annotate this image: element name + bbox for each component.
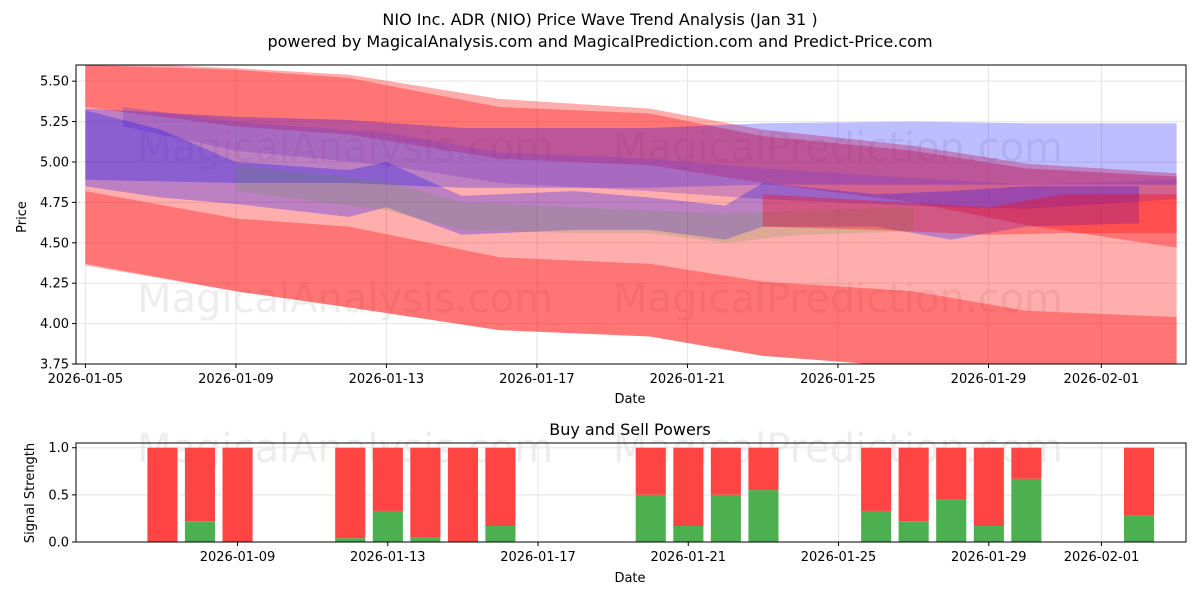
- x-tick-label: 2026-01-29: [951, 372, 1027, 387]
- sell-bar: [184, 447, 215, 522]
- sell-bar: [898, 447, 929, 522]
- buy-bar: [335, 538, 366, 542]
- y-tick-label: 1.0: [48, 441, 69, 456]
- signal-y-axis-label: Signal Strength: [23, 443, 38, 543]
- wave-band-4: [123, 107, 1177, 209]
- buy-bar: [973, 526, 1004, 542]
- buy-bar: [748, 490, 779, 542]
- signal-chart-panel: 2026-01-09 2026-01-13 2026-01-17 2026-01-21…: [48, 441, 1187, 565]
- sell-bar: [1011, 447, 1042, 479]
- sell-bar: [222, 447, 253, 542]
- sell-bar: [673, 447, 704, 526]
- x-tick-label: 2026-01-21: [651, 550, 727, 565]
- price-plot-frame: [75, 64, 1187, 365]
- x-tick-label: 2026-02-01: [1064, 372, 1140, 387]
- signal-x-ticks: 2026-01-09 2026-01-13 2026-01-17 2026-01-21…: [200, 542, 1140, 565]
- buy-sell-title: Buy and Sell Powers: [549, 420, 711, 439]
- wave-band-1: [85, 191, 1177, 364]
- wave-band-2: [85, 65, 1177, 248]
- sell-bar: [936, 447, 967, 500]
- y-tick-label: 4.50: [40, 236, 69, 251]
- x-tick-label: 2026-01-25: [800, 372, 876, 387]
- x-tick-label: 2026-01-17: [499, 372, 575, 387]
- watermark-text: MagicalAnalysis.com: [137, 125, 553, 171]
- buy-bar: [673, 526, 704, 542]
- signal-x-axis-label: Date: [614, 571, 645, 586]
- y-tick-label: 5.00: [40, 155, 69, 170]
- y-tick-label: 0.5: [48, 488, 69, 503]
- price-y-axis-label: Price: [15, 201, 30, 233]
- y-tick-label: 3.75: [40, 358, 69, 373]
- chart-title: NIO Inc. ADR (NIO) Price Wave Trend Anal…: [382, 10, 817, 29]
- price-chart-panel: 2026-01-05 2026-01-09 2026-01-13 2026-01-17…: [40, 64, 1187, 387]
- x-tick-label: 2026-01-05: [48, 372, 124, 387]
- price-x-ticks: 2026-01-05 2026-01-09 2026-01-13 2026-01-17…: [48, 364, 1139, 387]
- buy-bar: [410, 537, 441, 542]
- buy-bar: [710, 494, 741, 542]
- sell-bar: [710, 447, 741, 495]
- sell-bar: [485, 447, 516, 526]
- x-tick-label: 2026-01-13: [350, 550, 426, 565]
- buy-bar: [861, 510, 892, 542]
- sell-bar: [973, 447, 1004, 526]
- signal-plot-frame: [75, 442, 1187, 543]
- buy-bar: [372, 510, 403, 542]
- x-tick-label: 2026-01-09: [198, 372, 274, 387]
- x-tick-label: 2026-01-13: [349, 372, 425, 387]
- buy-bar: [936, 499, 967, 542]
- sell-bar: [748, 447, 779, 491]
- signal-y-ticks: 0.0 0.5 1.0: [48, 441, 76, 551]
- sell-bar: [635, 447, 666, 495]
- x-tick-label: 2026-01-17: [500, 550, 576, 565]
- x-tick-label: 2026-01-09: [200, 550, 276, 565]
- x-tick-label: 2026-01-21: [650, 372, 726, 387]
- sell-bar: [372, 447, 403, 511]
- price-x-axis-label: Date: [614, 392, 645, 407]
- sell-bar: [410, 447, 441, 538]
- sell-bar: [335, 447, 366, 539]
- sell-bar: [1124, 447, 1155, 516]
- sell-bar: [861, 447, 892, 511]
- buy-bar: [898, 521, 929, 542]
- y-tick-label: 4.00: [40, 317, 69, 332]
- buy-bar: [1124, 515, 1155, 542]
- wave-band-5: [85, 110, 1139, 240]
- x-tick-label: 2026-01-25: [801, 550, 877, 565]
- y-tick-label: 5.50: [40, 75, 69, 90]
- x-tick-label: 2026-02-01: [1064, 550, 1140, 565]
- price-y-ticks: 3.75 4.00 4.25 4.50 4.75 5.00 5.25 5.50: [40, 75, 76, 373]
- y-tick-label: 5.25: [40, 115, 69, 130]
- wave-band-6: [235, 165, 914, 243]
- wave-band-0: [85, 65, 1177, 364]
- sell-bar: [147, 447, 178, 542]
- buy-bar: [184, 521, 215, 542]
- wave-band-3: [85, 108, 1177, 188]
- buy-bar: [485, 526, 516, 542]
- signal-bars: [147, 447, 1155, 542]
- buy-bar: [635, 494, 666, 542]
- wave-band-7: [762, 194, 1177, 235]
- buy-bar: [1011, 478, 1042, 542]
- y-tick-label: 4.25: [40, 277, 69, 292]
- x-tick-label: 2026-01-29: [951, 550, 1027, 565]
- y-tick-label: 4.75: [40, 196, 69, 211]
- wave-bands: [85, 65, 1177, 364]
- chart-subtitle: powered by MagicalAnalysis.com and Magic…: [267, 32, 932, 51]
- y-tick-label: 0.0: [48, 536, 69, 551]
- sell-bar: [447, 447, 478, 542]
